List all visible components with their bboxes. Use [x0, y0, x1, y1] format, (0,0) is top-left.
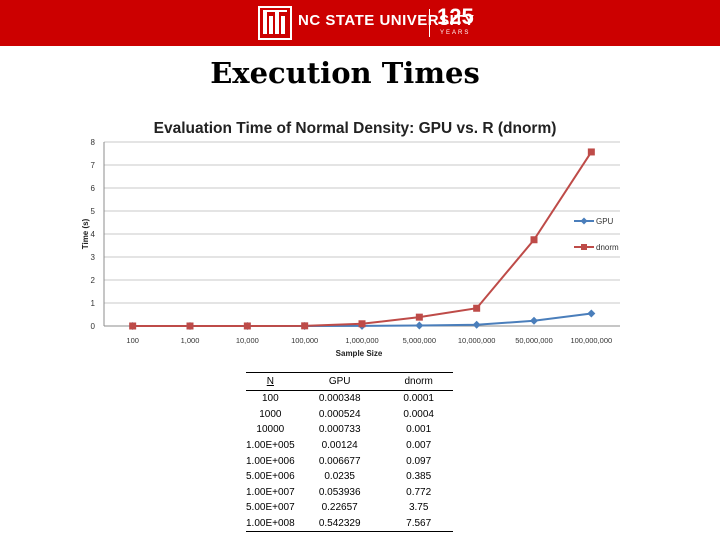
- cell-gpu: 0.053936: [318, 486, 361, 498]
- legend-label-dnorm: dnorm: [596, 243, 619, 252]
- cell-dnorm: 0.097: [406, 455, 432, 467]
- table-row: 1.00E+008 0.542329 7.567: [246, 516, 453, 532]
- table-row: 1.00E+007 0.053936 0.772: [246, 485, 453, 501]
- x-axis-label: Sample Size: [336, 349, 383, 358]
- chart-legend: GPU dnorm: [574, 217, 619, 252]
- cell-dnorm: 0.0001: [403, 393, 434, 405]
- legend-marker-gpu: [580, 217, 588, 225]
- x-tick-label: 10,000: [236, 336, 259, 345]
- cell-gpu: 0.22657: [321, 502, 358, 514]
- cell-n: 1.00E+007: [246, 486, 295, 498]
- cell-gpu: 0.000733: [318, 424, 361, 436]
- data-table: N GPU dnorm 100 0.000348 0.0001 1000 0.00052…: [246, 372, 453, 532]
- banner-divider: [429, 9, 430, 37]
- data-point-gpu: [472, 320, 481, 329]
- y-tick-label: 8: [91, 138, 96, 147]
- x-tick-label: 10,000,000: [458, 336, 496, 345]
- cell-gpu: 0.542329: [318, 518, 361, 530]
- cell-n: 1000: [259, 408, 282, 420]
- cell-dnorm: 0.001: [406, 424, 432, 436]
- y-tick-label: 7: [91, 161, 96, 170]
- cell-n: 5.00E+007: [246, 502, 295, 514]
- x-tick-label: 100,000,000: [570, 336, 612, 345]
- cell-n: 1.00E+006: [246, 455, 295, 467]
- data-point-dnorm: [129, 322, 137, 330]
- cell-gpu: 0.000348: [318, 393, 361, 405]
- cell-dnorm: 0.772: [406, 486, 432, 498]
- slide-title: Execution Times: [210, 56, 480, 90]
- table-body: 100 0.000348 0.0001 1000 0.000524 0.0004 10000…: [246, 391, 453, 532]
- cell-n: 1.00E+005: [246, 440, 295, 452]
- y-axis-ticks: 0 1 2 3 4 5 6 7 8: [91, 138, 96, 331]
- table-row: 1.00E+006 0.006677 0.097: [246, 453, 453, 469]
- x-axis-ticks: 100 1,000 10,000 100,000 1,000,000 5,000,000 1…: [126, 336, 612, 345]
- data-point-gpu: [587, 309, 596, 318]
- x-tick-label: 5,000,000: [403, 336, 436, 345]
- legend-marker-dnorm: [581, 244, 587, 250]
- x-tick-label: 100,000: [291, 336, 318, 345]
- cell-dnorm: 3.75: [408, 502, 429, 514]
- y-tick-label: 1: [91, 299, 96, 308]
- x-tick-label: 1,000: [181, 336, 200, 345]
- y-tick-label: 5: [91, 207, 96, 216]
- cell-gpu: 0.006677: [318, 455, 361, 467]
- table-row: 5.00E+006 0.0235 0.385: [246, 469, 453, 485]
- table-header-row: N GPU dnorm: [246, 372, 453, 391]
- data-point-dnorm: [301, 322, 309, 330]
- x-tick-label: 100: [126, 336, 139, 345]
- university-logo-icon: [258, 6, 292, 40]
- cell-dnorm: 7.567: [406, 518, 432, 530]
- cell-dnorm: 0.385: [406, 471, 432, 483]
- anniversary-label: YEARS: [440, 30, 471, 36]
- data-point-dnorm: [415, 313, 423, 321]
- cell-dnorm: 0.007: [406, 440, 432, 452]
- header-banner: NC STATE UNIVERSITY 125 YEARS: [0, 0, 720, 46]
- column-header-dnorm: dnorm: [404, 376, 433, 387]
- data-point-dnorm: [473, 304, 481, 312]
- data-point-dnorm: [587, 148, 595, 156]
- cell-n: 1.00E+008: [246, 518, 295, 530]
- y-tick-label: 2: [91, 276, 96, 285]
- data-point-gpu: [530, 316, 538, 325]
- y-tick-label: 3: [91, 253, 96, 262]
- data-point-dnorm: [530, 236, 538, 244]
- cell-dnorm: 0.0004: [403, 408, 434, 420]
- table-row: 1.00E+005 0.00124 0.007: [246, 438, 453, 454]
- table-row: 1000 0.000524 0.0004: [246, 407, 453, 423]
- column-header-n: N: [266, 376, 274, 387]
- chart-series: [128, 148, 596, 330]
- legend-label-gpu: GPU: [596, 217, 614, 226]
- column-header-gpu: GPU: [328, 376, 351, 387]
- cell-gpu: 0.00124: [321, 440, 358, 452]
- cell-gpu: 0.000524: [318, 408, 361, 420]
- line-chart: Evaluation Time of Normal Density: GPU v…: [81, 120, 620, 358]
- cell-gpu: 0.0235: [324, 471, 355, 483]
- data-point-dnorm: [358, 320, 366, 328]
- table-row: 100 0.000348 0.0001: [246, 391, 453, 407]
- table-row: 5.00E+007 0.22657 3.75: [246, 500, 453, 516]
- chart-title: Evaluation Time of Normal Density: GPU v…: [154, 120, 557, 137]
- anniversary-number: 125: [437, 4, 474, 29]
- y-tick-label: 0: [91, 322, 96, 331]
- data-point-gpu: [415, 321, 424, 330]
- x-tick-label: 50,000,000: [515, 336, 553, 345]
- y-tick-label: 4: [91, 230, 96, 239]
- cell-n: 100: [261, 393, 279, 405]
- data-point-dnorm: [243, 322, 251, 330]
- series-line-dnorm: [132, 151, 593, 327]
- y-axis-label: Time (s): [81, 218, 90, 249]
- cell-n: 10000: [256, 424, 285, 436]
- cell-n: 5.00E+006: [246, 471, 295, 483]
- chart-gridlines: [103, 141, 620, 327]
- data-point-dnorm: [186, 322, 194, 330]
- x-tick-label: 1,000,000: [345, 336, 378, 345]
- table-row: 10000 0.000733 0.001: [246, 422, 453, 438]
- y-tick-label: 6: [91, 184, 96, 193]
